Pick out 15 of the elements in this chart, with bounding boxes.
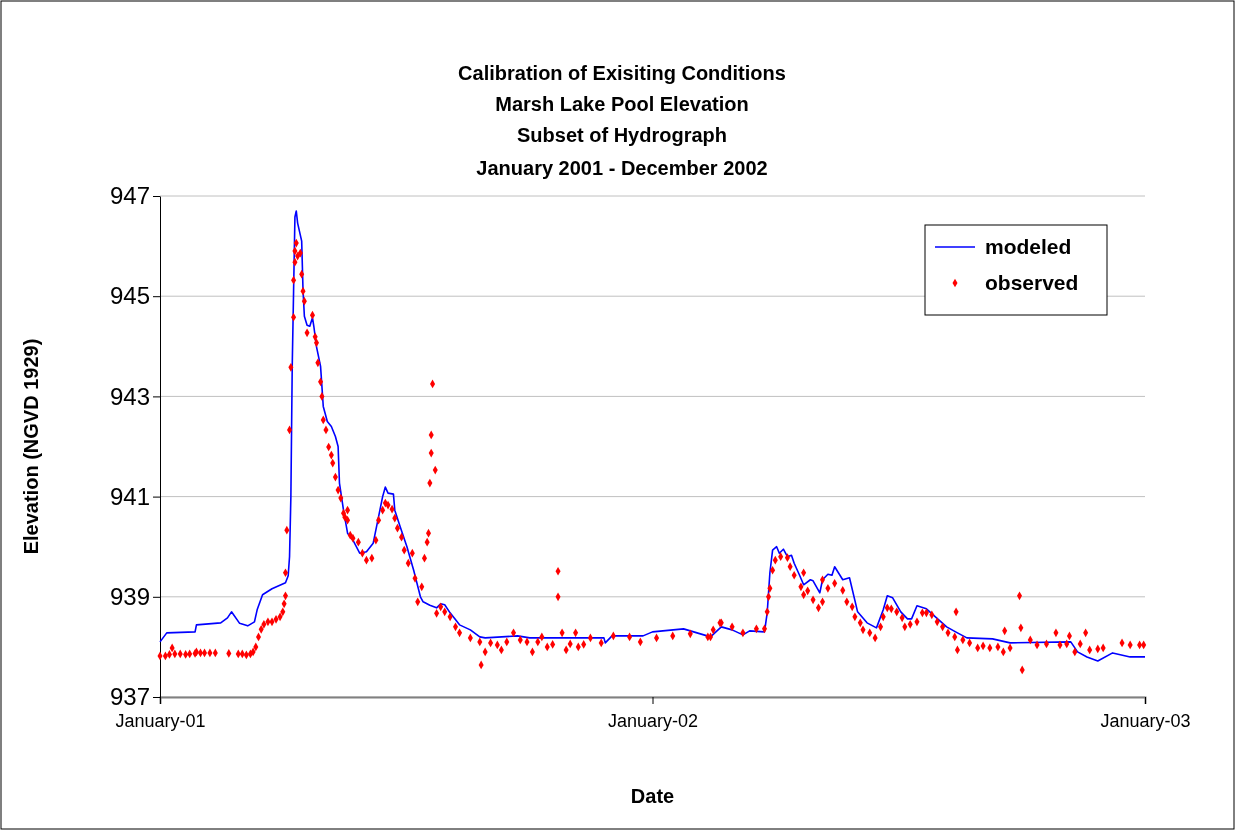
y-tick-label: 947	[109, 182, 150, 210]
x-tick-label: January-01	[115, 710, 206, 731]
y-axis-title: Elevation (NGVD 1929)	[20, 338, 42, 555]
legend-label: observed	[985, 271, 1079, 294]
chart-title: Calibration of Exisiting Conditions Marsh Lake Pool Elevation Subset of Hydrograph	[458, 62, 786, 146]
x-tick-label: January-03	[1100, 710, 1191, 731]
y-tick-label: 943	[109, 382, 150, 410]
y-tick-label: 945	[109, 282, 150, 310]
x-tick-label: January-02	[607, 710, 699, 731]
legend-label: modeled	[985, 235, 1072, 258]
x-axis-title: Date	[630, 785, 675, 807]
chart-subtitle: January 2001 - December 2002	[476, 157, 768, 179]
y-tick-label: 937	[109, 683, 150, 711]
y-tick-label: 939	[109, 582, 150, 610]
y-tick-label: 941	[109, 482, 150, 510]
